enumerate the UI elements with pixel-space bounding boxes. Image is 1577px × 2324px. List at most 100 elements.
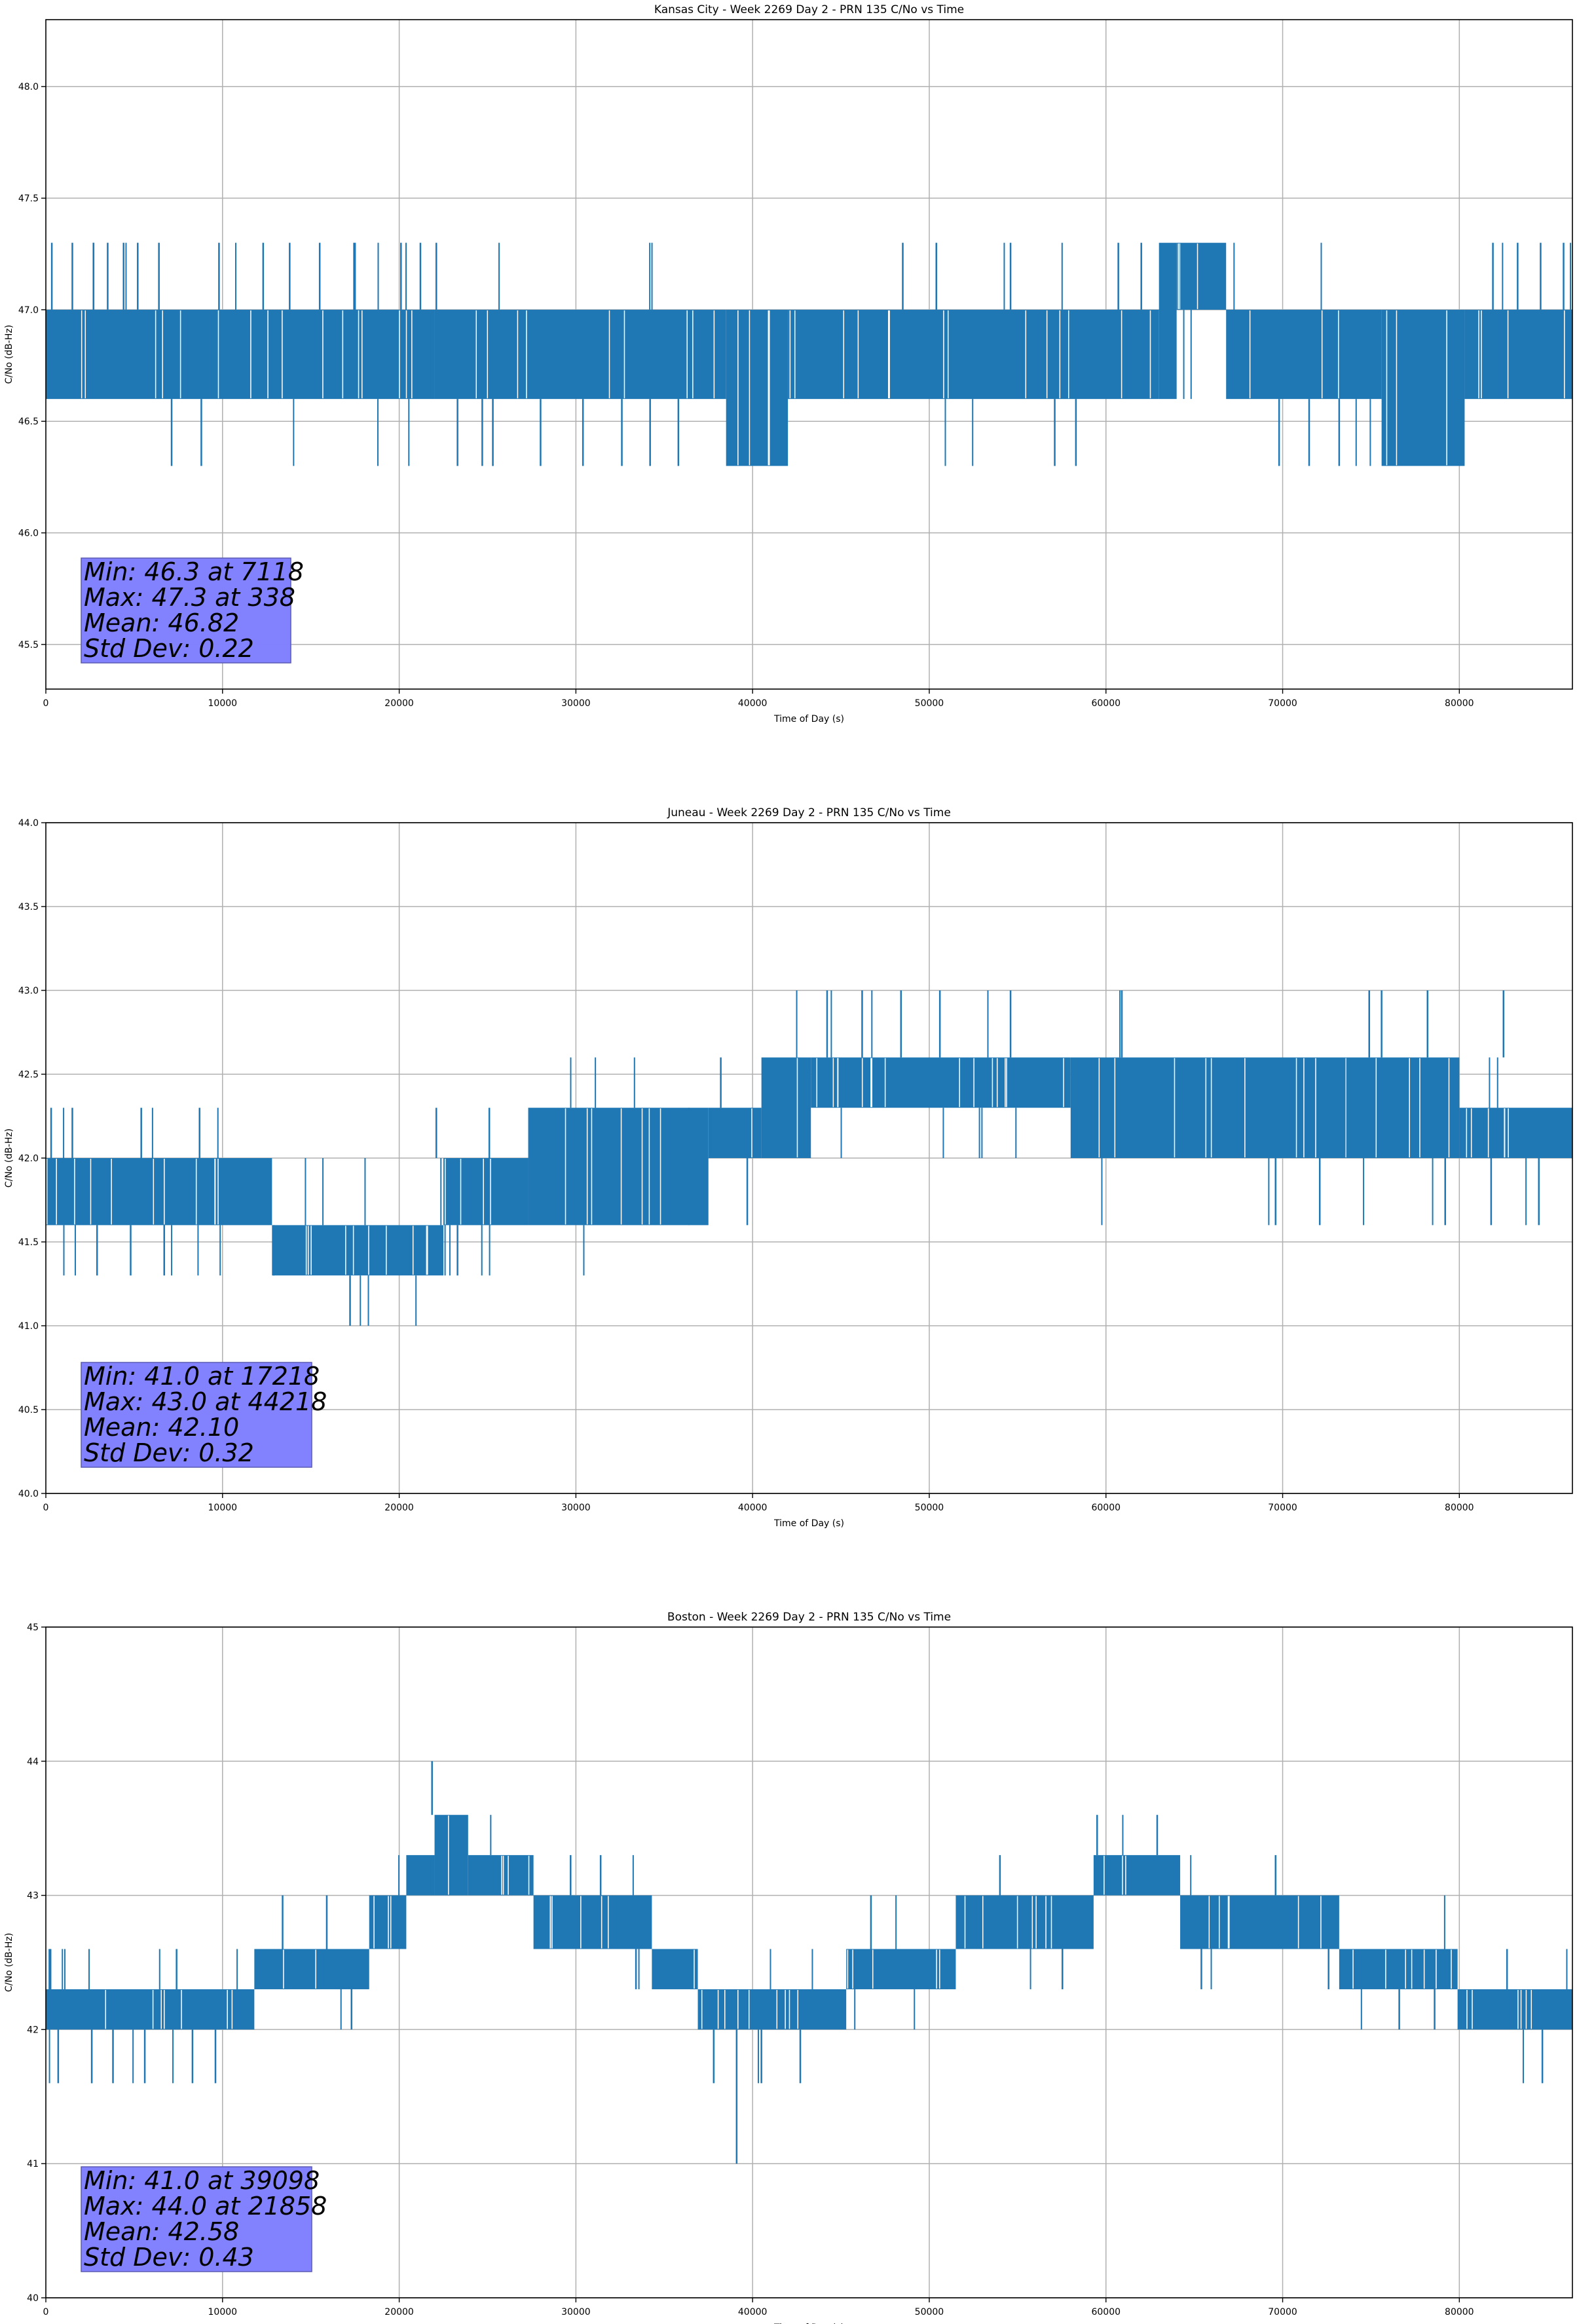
signal-gap — [1411, 1949, 1413, 1989]
x-tick-label: 60000 — [1091, 2307, 1121, 2317]
signal-gap — [164, 1159, 165, 1225]
signal-gap — [751, 1108, 752, 1157]
signal-gap — [889, 310, 890, 399]
x-tick-label: 0 — [43, 2307, 49, 2317]
signal-gap — [816, 1058, 818, 1108]
signal-gap — [368, 1226, 369, 1275]
signal-gap — [857, 310, 859, 399]
signal-gap — [1508, 1108, 1509, 1157]
signal-gap — [1470, 1108, 1472, 1157]
y-axis-label: C/No (dB-Hz) — [4, 1129, 14, 1188]
signal-gap — [1303, 1058, 1305, 1157]
signal-band — [1093, 1855, 1181, 1896]
data-series — [46, 990, 1572, 1326]
signal-gap — [517, 310, 519, 399]
chart-kansas-city: 0 10000 20000 30000 40000 50000 60000 70000 8000… — [4, 3, 1573, 724]
signal-gap — [1218, 1896, 1220, 1949]
signal-gap — [737, 310, 739, 466]
signal-gap — [1517, 1989, 1519, 2029]
x-tick-label: 60000 — [1091, 698, 1121, 709]
y-axis-label: C/No (dB-Hz) — [4, 325, 14, 384]
signal-band — [726, 309, 788, 466]
signal-gap — [1227, 1896, 1229, 1949]
stats-line: Max: 44.0 at 21858 — [84, 2192, 327, 2221]
data-series — [46, 242, 1572, 466]
signal-gap — [659, 1108, 661, 1225]
x-tick-label: 80000 — [1445, 698, 1474, 709]
signal-gap — [936, 1949, 937, 1989]
signal-gap — [217, 1159, 219, 1225]
x-tick-label: 30000 — [561, 1503, 591, 1513]
x-tick-label: 20000 — [384, 1503, 414, 1513]
y-axis-label: C/No (dB-Hz) — [4, 1933, 14, 1992]
signal-band — [443, 1158, 529, 1226]
x-tick-label: 80000 — [1445, 2307, 1474, 2317]
signal-gap — [1487, 1108, 1489, 1157]
signal-gap — [620, 1108, 622, 1225]
x-tick-label: 70000 — [1268, 1503, 1297, 1513]
signal-gap — [996, 1058, 998, 1108]
signal-gap — [1320, 1896, 1322, 1949]
stats-box — [81, 1362, 312, 1468]
signal-gap — [847, 1949, 849, 1989]
signal-gap — [1451, 1949, 1452, 1989]
signal-gap — [794, 310, 796, 399]
signal-band — [1381, 309, 1465, 466]
signal-gap — [160, 1989, 162, 2029]
signal-gap — [1249, 310, 1251, 399]
signal-gap — [352, 1226, 354, 1275]
stats-line: Max: 43.0 at 44218 — [84, 1387, 327, 1416]
signal-gap — [939, 1949, 940, 1989]
y-tick-label: 43.5 — [18, 902, 39, 912]
signal-gap — [797, 1989, 799, 2029]
x-tick-label: 10000 — [208, 698, 238, 709]
signal-gap — [973, 1058, 974, 1108]
signal-gap — [305, 1226, 307, 1275]
signal-gap — [1121, 310, 1122, 399]
signal-gap — [608, 310, 610, 399]
signal-gap — [1229, 1896, 1230, 1949]
signal-gap — [884, 1058, 886, 1108]
signal-gap — [475, 310, 477, 399]
signal-band — [1464, 309, 1572, 400]
signal-gap — [501, 1856, 502, 1895]
signal-band — [1226, 309, 1382, 400]
signal-gap — [1405, 1949, 1407, 1989]
y-tick-label: 46.0 — [18, 529, 39, 539]
signal-gap — [623, 310, 625, 399]
signal-gap — [1210, 1058, 1212, 1157]
stats-line: Min: 41.0 at 17218 — [84, 1362, 320, 1391]
signal-gap — [267, 310, 269, 399]
signal-gap — [1122, 1856, 1123, 1895]
signal-gap — [992, 1058, 993, 1108]
signal-gap — [1031, 1896, 1033, 1949]
y-tick-label: 48.0 — [18, 82, 39, 92]
stats-box — [81, 557, 291, 664]
signal-gap — [1321, 310, 1323, 399]
signal-gap — [181, 1989, 182, 2029]
chart-boston: 0 10000 20000 30000 40000 50000 60000 70000 8000… — [4, 1611, 1573, 2324]
chart-title: Kansas City - Week 2269 Day 2 - PRN 135 … — [654, 3, 964, 16]
x-tick-label: 0 — [43, 1503, 49, 1513]
signal-gap — [1295, 1058, 1297, 1157]
signal-gap — [1197, 243, 1198, 309]
signal-gap — [508, 1856, 509, 1895]
signal-gap — [1315, 1058, 1316, 1157]
y-tick-label: 41 — [27, 2159, 39, 2169]
signal-band — [1180, 1895, 1339, 1949]
signal-band — [533, 1895, 652, 1949]
stats-line: Std Dev: 0.32 — [84, 1438, 254, 1467]
signal-gap — [373, 1896, 375, 1949]
signal-gap — [1478, 310, 1479, 399]
signal-gap — [345, 1226, 346, 1275]
signal-gap — [1067, 310, 1069, 399]
signal-gap — [1035, 1896, 1037, 1949]
signal-gap — [448, 1815, 449, 1895]
signal-gap — [56, 1159, 57, 1225]
plot-frame — [45, 1626, 1573, 2298]
signal-gap — [528, 1856, 530, 1895]
signal-gap — [217, 310, 219, 399]
signal-gap — [591, 1108, 593, 1225]
signal-gap — [231, 1989, 233, 2029]
signal-band — [955, 1895, 1094, 1949]
